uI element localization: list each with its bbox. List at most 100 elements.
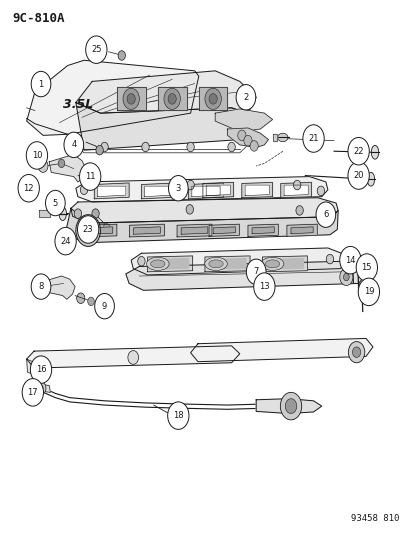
Polygon shape (290, 227, 312, 233)
Polygon shape (227, 128, 268, 148)
Polygon shape (49, 155, 86, 182)
Polygon shape (202, 182, 233, 198)
Circle shape (186, 142, 194, 152)
Polygon shape (97, 186, 126, 197)
Circle shape (135, 94, 143, 104)
Circle shape (171, 410, 183, 425)
Circle shape (76, 215, 100, 246)
Polygon shape (286, 224, 316, 236)
Circle shape (348, 254, 355, 263)
Polygon shape (126, 261, 364, 290)
Polygon shape (247, 224, 278, 236)
Circle shape (18, 174, 39, 202)
Circle shape (325, 254, 333, 264)
Text: 2: 2 (243, 93, 248, 102)
Polygon shape (266, 259, 303, 269)
Circle shape (96, 146, 103, 155)
Text: 16: 16 (36, 365, 46, 374)
Polygon shape (82, 224, 116, 237)
Polygon shape (262, 256, 307, 272)
Polygon shape (76, 176, 327, 202)
Circle shape (302, 125, 323, 152)
Polygon shape (213, 227, 235, 233)
Circle shape (237, 130, 245, 141)
Circle shape (30, 356, 52, 383)
Text: 8: 8 (38, 282, 44, 291)
Circle shape (95, 294, 114, 319)
Polygon shape (131, 248, 346, 275)
Polygon shape (141, 183, 176, 199)
Circle shape (253, 273, 274, 300)
Polygon shape (37, 384, 50, 392)
Polygon shape (76, 102, 247, 150)
Ellipse shape (208, 260, 223, 268)
Text: 6: 6 (323, 210, 328, 219)
Circle shape (227, 142, 235, 152)
Text: 4: 4 (71, 140, 76, 149)
Polygon shape (209, 259, 245, 269)
Circle shape (280, 392, 301, 420)
Circle shape (88, 297, 94, 305)
Circle shape (55, 228, 76, 255)
Circle shape (81, 221, 95, 240)
Polygon shape (26, 359, 36, 375)
Circle shape (295, 206, 303, 215)
Text: 9: 9 (102, 302, 107, 311)
Text: 22: 22 (353, 147, 363, 156)
Circle shape (246, 259, 266, 285)
Circle shape (26, 142, 47, 169)
Polygon shape (206, 185, 230, 196)
Text: 3: 3 (175, 184, 180, 193)
Text: 21: 21 (308, 134, 318, 143)
Circle shape (347, 162, 368, 189)
Polygon shape (76, 71, 256, 113)
Polygon shape (190, 338, 372, 362)
Circle shape (167, 402, 188, 430)
Circle shape (353, 261, 361, 270)
Text: 5: 5 (52, 198, 58, 207)
Polygon shape (133, 227, 160, 234)
Text: 9C-810A: 9C-810A (12, 12, 65, 25)
Circle shape (209, 94, 217, 104)
Text: 17: 17 (27, 388, 38, 397)
Circle shape (204, 88, 221, 109)
Circle shape (101, 142, 108, 152)
Circle shape (235, 85, 255, 110)
Circle shape (186, 180, 194, 190)
Polygon shape (256, 399, 321, 414)
Circle shape (243, 135, 252, 146)
Polygon shape (181, 227, 207, 234)
Ellipse shape (261, 257, 283, 270)
Circle shape (128, 351, 138, 365)
Polygon shape (86, 227, 112, 234)
Circle shape (79, 163, 101, 190)
Text: 10: 10 (31, 151, 42, 160)
Text: 13: 13 (259, 282, 269, 291)
Circle shape (138, 256, 145, 266)
Circle shape (31, 71, 51, 97)
Circle shape (174, 414, 179, 421)
Text: 3.5L: 3.5L (63, 98, 93, 111)
Polygon shape (36, 276, 75, 300)
Polygon shape (147, 256, 192, 272)
Circle shape (357, 283, 365, 293)
Circle shape (293, 180, 300, 190)
Ellipse shape (146, 257, 169, 270)
Text: 7: 7 (253, 267, 258, 276)
Circle shape (327, 210, 334, 220)
Text: 19: 19 (363, 287, 373, 296)
Circle shape (186, 205, 193, 214)
Polygon shape (26, 346, 239, 368)
Polygon shape (157, 87, 186, 110)
Circle shape (39, 385, 43, 391)
Circle shape (142, 142, 149, 152)
Text: 18: 18 (173, 411, 183, 420)
Ellipse shape (204, 257, 227, 270)
Ellipse shape (265, 260, 279, 268)
Circle shape (92, 209, 99, 219)
Polygon shape (129, 224, 164, 237)
Polygon shape (71, 198, 337, 223)
Polygon shape (204, 256, 249, 272)
Circle shape (77, 216, 99, 243)
Circle shape (127, 94, 135, 104)
